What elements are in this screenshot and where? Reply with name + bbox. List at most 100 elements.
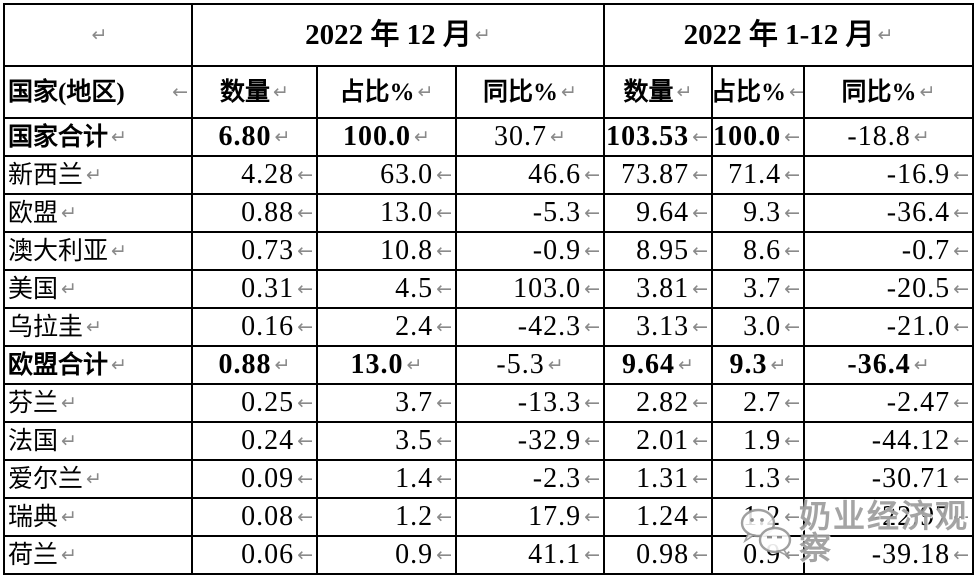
end-of-cell-mark: ↵ <box>61 543 77 566</box>
end-of-cell-mark: ← <box>953 467 970 490</box>
end-of-cell-mark: ← <box>436 505 452 528</box>
end-of-cell-mark: ← <box>953 315 970 338</box>
value-cell: 6.80 ↵ <box>191 117 318 157</box>
end-of-cell-mark: ↵ <box>61 277 77 300</box>
value-cell: 1.3 ← <box>711 459 805 499</box>
value-cell: -0.9 ← <box>455 231 605 271</box>
end-of-cell-mark: ← <box>692 429 708 452</box>
value-cell: 9.3 ← <box>711 193 805 233</box>
end-of-cell-mark: ← <box>436 239 452 262</box>
end-of-cell-mark: ← <box>584 467 600 490</box>
end-of-cell-mark: ↵ <box>86 315 102 338</box>
value-cell: 1.4 ← <box>316 459 457 499</box>
end-of-cell-mark: ← <box>297 543 313 566</box>
end-of-cell-mark: ← <box>297 315 313 338</box>
value-cell: 103.0 ← <box>455 269 605 309</box>
value-cell: 2.7 ← <box>711 383 805 423</box>
value-cell: 0.31 ← <box>191 269 318 309</box>
value-cell: -22.97 ← <box>802 497 975 537</box>
total-row: 欧盟合计 ↵ 0.88 ↵ 13.0 ↵ -5.3 ↵ 9.64 ↵ 9.3 ↵ -36.4 ↵ <box>3 345 975 385</box>
end-of-cell-mark: ← <box>692 391 708 414</box>
country-row: 瑞典 ↵ 0.08 ← 1.2 ← 17.9 ← 1.24 ← 1.2 ← -22.97 ← <box>3 497 975 537</box>
end-of-cell-mark: ← <box>784 201 800 224</box>
period-december-header: 2022 年 12 月 ↵ <box>191 3 605 67</box>
period-ytd-header: 2022 年 1-12 月 ↵ <box>602 3 975 67</box>
value-cell: 4.28 ← <box>191 155 318 195</box>
value-cell: 10.8 ← <box>316 231 457 271</box>
column-header-yoy-ytd: 同比% ↵ <box>802 65 975 119</box>
dairy-import-table: ↵ 2022 年 12 月 ↵ 2022 年 1-12 月 ↵ <box>3 3 975 575</box>
end-of-cell-mark: ↵ <box>111 239 127 262</box>
country-name-cell: 美国 ↵ <box>3 269 193 309</box>
value-cell: 1.9 ← <box>711 421 805 461</box>
end-of-cell-mark: ← <box>784 163 800 186</box>
value-cell: 3.7 ← <box>711 269 805 309</box>
value-cell: 3.81 ← <box>603 269 713 309</box>
value-cell: 41.1 ← <box>455 535 605 575</box>
end-of-cell-mark: ← <box>297 391 313 414</box>
end-of-cell-mark: ← <box>584 391 600 414</box>
end-of-cell-mark: ← <box>584 277 600 300</box>
value-cell: 2.4 ← <box>316 307 457 347</box>
value-cell: -36.4 ↵ <box>802 345 975 385</box>
end-of-cell-mark: ← <box>297 467 313 490</box>
end-of-cell-mark: ← <box>436 315 452 338</box>
value-cell: 0.9 ← <box>316 535 457 575</box>
value-cell: 63.0 ← <box>316 155 457 195</box>
end-of-cell-mark: ← <box>953 505 970 528</box>
value-cell: 0.06 ← <box>191 535 318 575</box>
country-name-cell: 爱尔兰 ↵ <box>3 459 193 499</box>
end-of-cell-mark: ← <box>784 277 800 300</box>
end-of-cell-mark: ↵ <box>913 353 930 376</box>
value-cell: -16.9 ← <box>802 155 975 195</box>
value-cell: 46.6 ← <box>455 155 605 195</box>
end-of-cell-mark: ← <box>584 543 600 566</box>
end-of-cell-mark: ← <box>297 505 313 528</box>
value-cell: 1.24 ← <box>603 497 713 537</box>
end-of-cell-mark: ← <box>436 391 452 414</box>
end-of-cell-mark: ← <box>436 543 452 566</box>
value-cell: 3.0 ← <box>711 307 805 347</box>
value-cell: 0.24 ← <box>191 421 318 461</box>
end-of-cell-mark: ← <box>784 505 800 528</box>
column-header-share-ytd: 占比% ← <box>711 65 805 119</box>
country-row: 美国 ↵ 0.31 ← 4.5 ← 103.0 ← 3.81 ← 3.7 ← -20.5 ← <box>3 269 975 309</box>
end-of-cell-mark: ↵ <box>406 353 423 376</box>
end-of-cell-mark: ← <box>692 467 708 490</box>
value-cell: 0.98 ← <box>603 535 713 575</box>
value-cell: -20.5 ← <box>802 269 975 309</box>
country-row: 法国 ↵ 0.24 ← 3.5 ← -32.9 ← 2.01 ← 1.9 ← -44.12 ← <box>3 421 975 461</box>
end-of-cell-mark: ← <box>436 163 452 186</box>
value-cell: -36.4 ← <box>802 193 975 233</box>
value-cell: 0.16 ← <box>191 307 318 347</box>
end-of-cell-mark: ← <box>436 429 452 452</box>
value-cell: 0.88 ← <box>191 193 318 233</box>
end-of-cell-mark: ← <box>172 80 188 103</box>
period-december-label: 2022 年 12 月 <box>305 18 472 51</box>
value-cell: -5.3 ← <box>455 193 605 233</box>
country-row: 欧盟 ↵ 0.88 ← 13.0 ← -5.3 ← 9.64 ← 9.3 ← -36.4 ← <box>3 193 975 233</box>
value-cell: 13.0 ↵ <box>316 345 457 385</box>
value-cell: 0.88 ↵ <box>191 345 318 385</box>
end-of-cell-mark: ← <box>692 505 708 528</box>
column-header-row: 国家(地区) ← 数量 ↵ 占比% ↵ 同比% ↵ 数量 ↵ 占比% ← <box>3 65 975 119</box>
value-cell: 0.9 ← <box>711 535 805 575</box>
end-of-cell-mark: ↵ <box>919 80 936 103</box>
end-of-cell-mark: ↵ <box>273 80 289 103</box>
country-name-cell: 法国 ↵ <box>3 421 193 461</box>
end-of-cell-mark: ← <box>297 277 313 300</box>
value-cell: 9.64 ← <box>603 193 713 233</box>
value-cell: -13.3 ← <box>455 383 605 423</box>
value-cell: 30.7 ↵ <box>455 117 605 157</box>
country-row: 澳大利亚 ↵ 0.73 ← 10.8 ← -0.9 ← 8.95 ← 8.6 ← -0.7 ← <box>3 231 975 271</box>
country-row: 芬兰 ↵ 0.25 ← 3.7 ← -13.3 ← 2.82 ← 2.7 ← -2.47 ← <box>3 383 975 423</box>
end-of-cell-mark: ↵ <box>86 467 102 490</box>
end-of-cell-mark: ← <box>784 125 800 148</box>
end-of-cell-mark: ↵ <box>877 23 894 46</box>
value-cell: 9.64 ↵ <box>603 345 713 385</box>
value-cell: 0.25 ← <box>191 383 318 423</box>
value-cell: 3.5 ← <box>316 421 457 461</box>
end-of-cell-mark: ↵ <box>913 125 930 148</box>
end-of-cell-mark: ← <box>584 315 600 338</box>
value-cell: 0.08 ← <box>191 497 318 537</box>
